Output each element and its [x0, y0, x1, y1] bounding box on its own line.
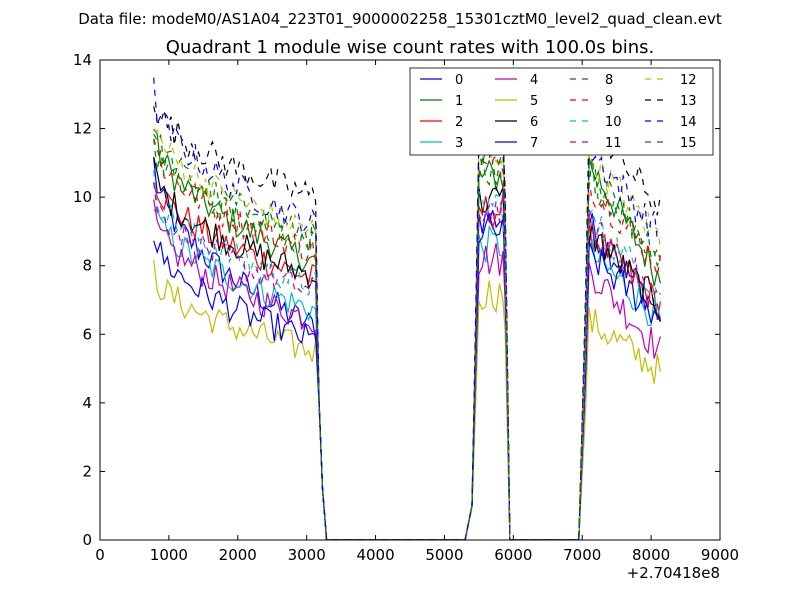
- legend-label-14: 14: [680, 115, 697, 130]
- legend-label-5: 5: [530, 94, 538, 109]
- x-tick-label: 5000: [425, 546, 463, 564]
- y-tick-label: 2: [82, 462, 92, 480]
- series-line-9: [153, 138, 661, 540]
- series-line-1: [153, 128, 661, 540]
- series-line-11: [153, 182, 661, 540]
- legend-label-8: 8: [605, 73, 613, 88]
- legend-box: [409, 67, 714, 156]
- legend-label-9: 9: [605, 94, 613, 109]
- axes-frame: [99, 59, 721, 541]
- x-tick-label: 2000: [219, 546, 257, 564]
- figure-suptitle: Data file: modeM0/AS1A04_223T01_90000022…: [78, 10, 722, 29]
- series-line-12: [153, 129, 661, 540]
- series-line-7: [153, 212, 661, 540]
- ticks-layer: 0 1000 2000 3000 4000 5000 6000 7000 8000 9000 0 2 4…: [73, 51, 739, 564]
- x-tick-label: 9000: [701, 546, 739, 564]
- series-layer: [153, 77, 661, 540]
- legend-label-10: 10: [605, 115, 622, 130]
- x-tick-label: 6000: [494, 546, 532, 564]
- x-tick-label: 4000: [356, 546, 394, 564]
- series-line-6: [153, 156, 661, 540]
- series-line-5: [153, 259, 661, 540]
- series-line-15: [153, 138, 661, 540]
- series-line-3: [153, 208, 661, 540]
- x-tick-label: 8000: [632, 546, 670, 564]
- legend-label-11: 11: [605, 136, 622, 151]
- series-line-10: [153, 170, 661, 540]
- legend-label-6: 6: [530, 115, 538, 130]
- series-line-8: [153, 133, 661, 540]
- y-tick-label: 12: [73, 120, 92, 138]
- legend-label-12: 12: [680, 73, 697, 88]
- legend-label-0: 0: [455, 73, 463, 88]
- legend-label-1: 1: [455, 94, 463, 109]
- x-tick-label: 1000: [150, 546, 188, 564]
- y-tick-label: 8: [82, 257, 92, 275]
- y-tick-label: 14: [73, 51, 92, 69]
- legend-label-13: 13: [680, 94, 697, 109]
- series-line-14: [153, 77, 661, 540]
- y-tick-label: 10: [73, 188, 92, 206]
- series-line-4: [153, 199, 661, 540]
- y-tick-label: 4: [82, 394, 92, 412]
- chart-title: Quadrant 1 module wise count rates with …: [166, 37, 655, 58]
- legend-label-4: 4: [530, 73, 538, 88]
- x-tick-label: 7000: [563, 546, 601, 564]
- legend-label-15: 15: [680, 136, 697, 151]
- legend-label-3: 3: [455, 136, 463, 151]
- series-line-13: [153, 106, 661, 540]
- y-tick-label: 0: [82, 531, 92, 549]
- x-tick-label: 3000: [288, 546, 326, 564]
- x-tick-label: 0: [95, 546, 105, 564]
- legend-label-7: 7: [530, 136, 538, 151]
- legend-label-2: 2: [455, 115, 463, 130]
- y-tick-label: 6: [82, 325, 92, 343]
- x-offset-label: +2.70418e8: [627, 564, 720, 582]
